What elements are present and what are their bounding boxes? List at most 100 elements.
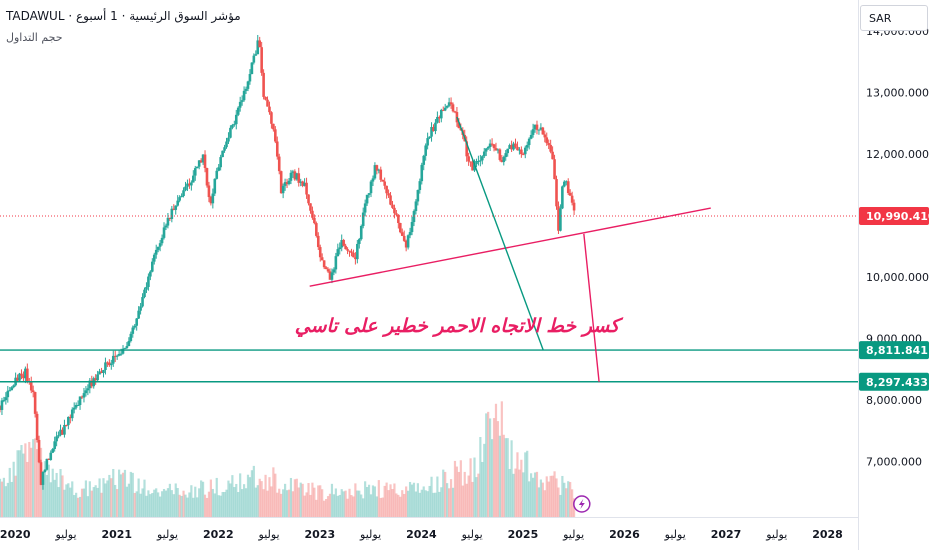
- volume-bar: [510, 440, 513, 517]
- volume-bar: [340, 489, 343, 517]
- volume-bar: [256, 485, 259, 517]
- volume-bar: [24, 443, 27, 517]
- volume-bar: [311, 482, 314, 517]
- volume-bar: [262, 489, 265, 517]
- volume-bar: [360, 494, 363, 517]
- volume-bar: [219, 495, 222, 517]
- volume-bar: [317, 485, 320, 517]
- candle: [336, 249, 340, 257]
- volume-bar: [309, 494, 312, 517]
- volume-bar: [555, 478, 558, 517]
- volume-bar: [342, 491, 345, 517]
- volume-bar: [389, 484, 392, 517]
- volume-bar: [485, 413, 488, 517]
- candle: [59, 429, 62, 436]
- candle: [225, 141, 228, 148]
- candle: [244, 88, 248, 91]
- trendline-red-drop[interactable]: [583, 233, 600, 382]
- time-tick-label: يوليو: [54, 528, 76, 541]
- candle: [281, 185, 285, 194]
- candle: [45, 458, 49, 470]
- candle: [527, 138, 531, 146]
- volume-bar: [69, 487, 72, 517]
- time-tick-label: يوليو: [562, 528, 584, 541]
- volume-bar: [416, 483, 419, 517]
- candle: [147, 276, 150, 287]
- volume-bar: [442, 469, 445, 517]
- candle: [287, 180, 291, 185]
- candle: [35, 413, 39, 440]
- volume-bar: [559, 494, 562, 517]
- volume-bar: [516, 452, 519, 517]
- candle: [43, 469, 47, 472]
- candle: [389, 195, 392, 205]
- candle: [422, 155, 426, 165]
- volume-bar: [422, 486, 425, 517]
- volume-bar: [12, 461, 15, 517]
- candle: [332, 269, 336, 273]
- candle: [525, 145, 529, 148]
- volume-bar: [522, 472, 525, 517]
- candle: [186, 183, 189, 187]
- volume-bar: [299, 482, 302, 517]
- volume-bar: [108, 474, 111, 517]
- volume-bar: [356, 490, 359, 517]
- time-tick-label: 2025: [508, 528, 539, 541]
- volume-bar: [34, 438, 37, 517]
- candle: [233, 124, 236, 126]
- candle: [193, 168, 197, 176]
- volume-bar: [332, 494, 336, 517]
- volume-bar: [367, 484, 371, 517]
- volume-bar: [543, 490, 546, 517]
- candle: [176, 200, 179, 206]
- candle: [516, 146, 519, 151]
- candle: [154, 249, 158, 255]
- candle: [135, 318, 138, 326]
- volume-bar: [47, 464, 50, 517]
- time-tick-label: 2021: [101, 528, 132, 541]
- candle: [383, 181, 386, 186]
- volume-bar: [297, 487, 300, 517]
- volume-bar: [159, 496, 162, 517]
- volume-bar: [0, 481, 4, 517]
- volume-bar: [155, 488, 158, 517]
- volume-bar: [369, 494, 373, 517]
- volume-bar: [233, 487, 236, 517]
- candle: [285, 182, 289, 185]
- candle: [453, 111, 457, 113]
- volume-bar: [545, 476, 548, 517]
- candle: [6, 390, 10, 398]
- candle: [537, 129, 541, 131]
- candle: [152, 254, 156, 262]
- candle: [151, 261, 154, 272]
- volume-bar: [198, 488, 201, 517]
- volume-bar: [407, 490, 410, 517]
- trendline-red-uptrend[interactable]: [309, 207, 711, 287]
- price-axis[interactable]: [858, 0, 932, 550]
- volume-indicator-label: حجم التداول: [6, 31, 63, 44]
- volume-bar: [285, 490, 289, 517]
- candle: [357, 239, 361, 244]
- candle: [572, 202, 576, 211]
- volume-bar: [289, 477, 293, 517]
- candle: [63, 424, 66, 435]
- volume-bar: [483, 443, 486, 517]
- candle: [53, 441, 56, 449]
- candle: [78, 396, 82, 405]
- candle: [65, 424, 68, 426]
- candle: [289, 172, 293, 181]
- volume-bar: [221, 492, 224, 517]
- level-price-label-1: 8,811.841: [866, 344, 928, 357]
- currency-button[interactable]: SAR: [860, 5, 928, 31]
- volume-bar: [88, 481, 91, 517]
- candle: [322, 260, 326, 268]
- candle: [340, 240, 344, 248]
- trendline-green-drop[interactable]: [456, 116, 544, 351]
- volume-bar: [561, 475, 564, 517]
- volume-bar: [22, 453, 25, 517]
- candle: [434, 122, 437, 132]
- volume-bar: [196, 497, 199, 517]
- volume-bar: [453, 460, 457, 517]
- volume-bar: [330, 483, 334, 517]
